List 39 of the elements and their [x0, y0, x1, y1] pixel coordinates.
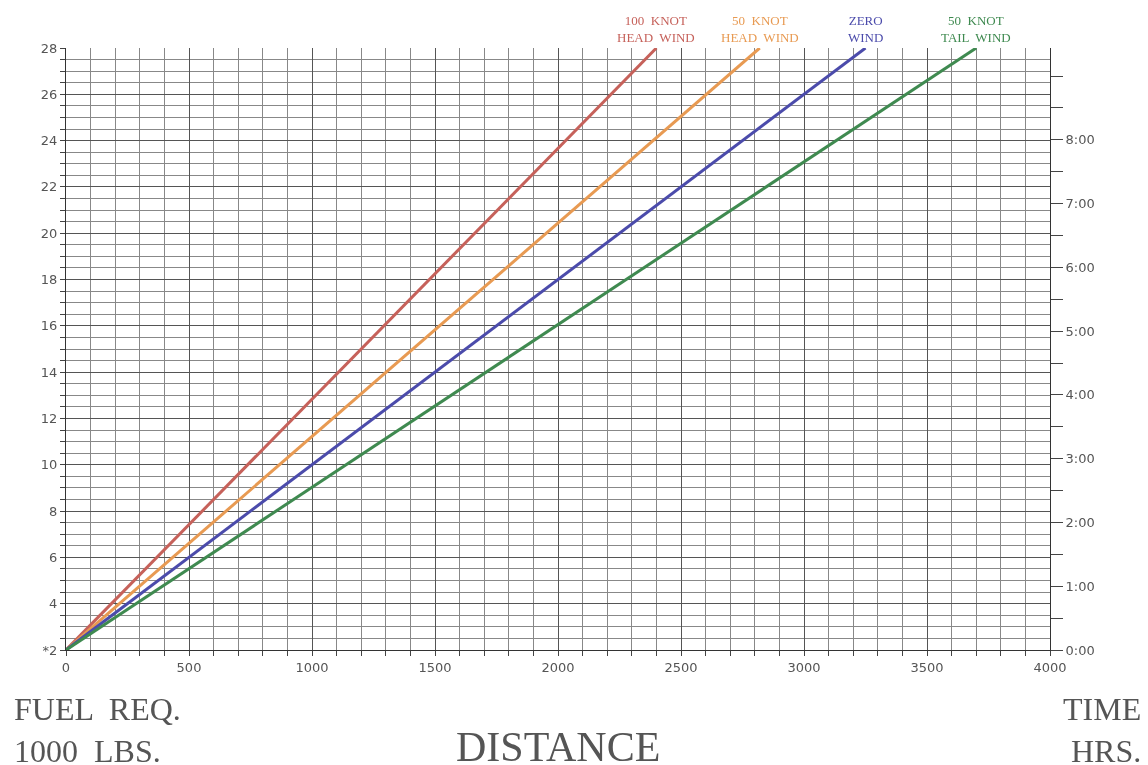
y-tick-label: 24: [40, 133, 58, 149]
y-tick-label: 10: [40, 457, 58, 473]
x-tick-label: 4000: [1033, 659, 1067, 675]
y-tick-label: *2: [42, 642, 58, 658]
y2-tick-label: 3:00: [1065, 451, 1095, 467]
x-tick-label: 2000: [541, 659, 575, 675]
y-tick-label: 12: [40, 411, 58, 427]
y-tick-label: 16: [40, 318, 58, 334]
series-label: 50 KNOT HEAD WIND: [721, 13, 799, 45]
y2-tick-label: 8:00: [1065, 132, 1095, 148]
y-tick-label: 8: [49, 503, 58, 519]
y-tick-label: 22: [40, 179, 58, 195]
x-tick-label: 3000: [787, 659, 821, 675]
x-tick-label: 500: [176, 659, 202, 675]
y-axis-title: FUEL REQ. 1000 LBS.: [14, 691, 181, 765]
y2-tick-label: 4:00: [1065, 387, 1095, 403]
y2-tick-label: 2:00: [1065, 515, 1095, 531]
x-tick-label: 0: [61, 659, 71, 675]
y-tick-label: 6: [49, 549, 58, 565]
y2-tick-label: 6:00: [1065, 259, 1095, 275]
x-axis-title: DISTANCE: [456, 724, 661, 765]
x-tick-label: 2500: [664, 659, 698, 675]
x-tick-label: 1500: [418, 659, 452, 675]
series-label: 50 KNOT TAIL WIND: [941, 13, 1011, 45]
y-tick-label: 28: [40, 40, 58, 56]
series-label: ZERO WIND: [848, 13, 884, 45]
y2-axis-title: TIME HRS.: [1063, 691, 1142, 765]
y-tick-label: 20: [40, 225, 58, 241]
y-tick-label: 4: [49, 596, 58, 612]
y2-tick-label: 5:00: [1065, 323, 1095, 339]
y2-tick-label: 0:00: [1065, 642, 1095, 658]
y-tick-label: 14: [40, 364, 58, 380]
x-tick-label: 3500: [910, 659, 944, 675]
y-tick-label: 18: [40, 272, 58, 288]
y2-tick-label: 7:00: [1065, 196, 1095, 212]
y2-tick-label: 1:00: [1065, 578, 1095, 594]
x-tick-label: 1000: [295, 659, 329, 675]
y-tick-label: 26: [40, 86, 58, 102]
series-label: 100 KNOT HEAD WIND: [617, 13, 695, 45]
